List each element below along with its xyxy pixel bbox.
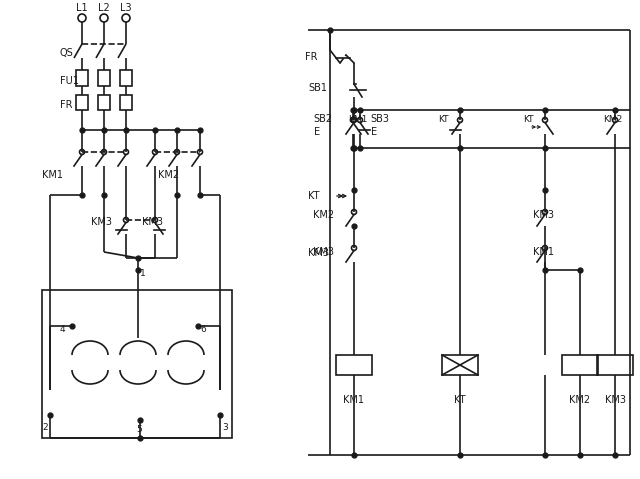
Text: QS: QS [60, 48, 74, 58]
Text: L1: L1 [76, 3, 88, 13]
Text: 1: 1 [140, 269, 146, 277]
Text: FR: FR [60, 100, 72, 110]
Text: L3: L3 [120, 3, 132, 13]
Text: KM1: KM1 [344, 395, 365, 405]
Text: FU1: FU1 [60, 76, 79, 86]
Bar [336, 355, 372, 375]
Text: KM1: KM1 [42, 170, 63, 180]
Text: 2: 2 [42, 423, 47, 433]
Text: 4: 4 [60, 326, 66, 334]
Text: KM2: KM2 [603, 114, 622, 124]
Text: E: E [314, 127, 320, 137]
Text: KM3: KM3 [313, 247, 334, 257]
Text: KM2: KM2 [313, 210, 334, 220]
Text: KM3: KM3 [308, 248, 329, 258]
Text: KT: KT [308, 191, 319, 201]
Text: KM3: KM3 [605, 395, 625, 405]
Bar [597, 355, 633, 375]
Text: KM3: KM3 [533, 210, 554, 220]
Text: KM1: KM1 [348, 114, 367, 124]
Text: L2: L2 [98, 3, 110, 13]
Bar [98, 70, 110, 86]
Bar [42, 290, 232, 438]
Text: KM3: KM3 [91, 217, 112, 227]
Text: E: E [371, 127, 377, 137]
Bar [562, 355, 598, 375]
Bar [98, 95, 110, 110]
Bar [442, 355, 478, 375]
Text: KM1: KM1 [533, 247, 554, 257]
Text: SB1: SB1 [308, 83, 327, 93]
Text: 5: 5 [136, 425, 141, 434]
Bar [120, 95, 132, 110]
Text: SB2: SB2 [313, 114, 332, 124]
Text: KM2: KM2 [158, 170, 179, 180]
Text: 3: 3 [222, 423, 228, 433]
Text: KM2: KM2 [570, 395, 591, 405]
Text: SB3: SB3 [370, 114, 389, 124]
Text: KT: KT [438, 114, 449, 124]
Text: 6: 6 [200, 326, 205, 334]
Text: KT: KT [454, 395, 466, 405]
Text: KM3: KM3 [142, 217, 163, 227]
Text: KT: KT [523, 114, 534, 124]
Bar [76, 95, 88, 110]
Bar [120, 70, 132, 86]
Text: FR: FR [305, 52, 317, 62]
Bar [76, 70, 88, 86]
